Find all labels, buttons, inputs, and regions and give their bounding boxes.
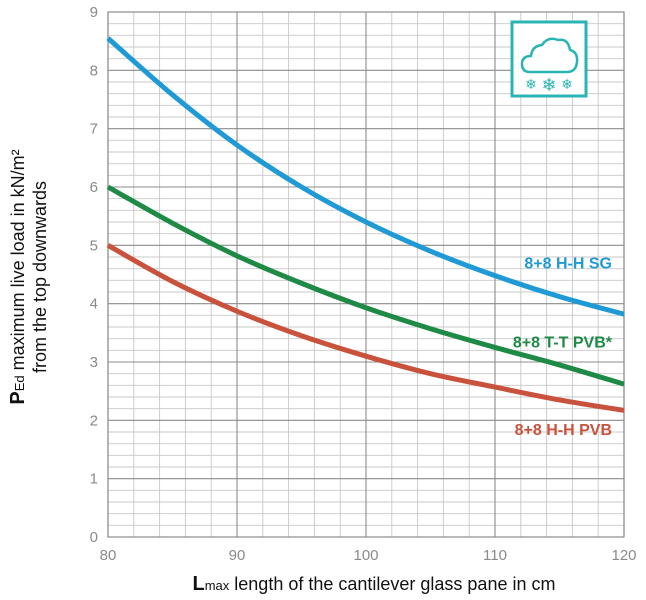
x-tick-label: 110	[483, 547, 507, 564]
y-tick-label: 1	[90, 471, 98, 488]
x-tick-label: 90	[229, 547, 246, 564]
series-label: 8+8 T-T PVB*	[513, 334, 613, 351]
series-label: 8+8 H-H SG	[524, 256, 612, 273]
y-tick-label: 4	[90, 296, 98, 313]
x-tick-label: 80	[100, 547, 117, 564]
x-tick-label: 100	[353, 547, 378, 564]
series-line	[106, 36, 625, 317]
series-line	[106, 184, 625, 387]
plot-frame	[107, 11, 625, 538]
snowflake-icon: ❄	[525, 77, 537, 93]
x-tick-label: 120	[611, 547, 636, 564]
cloud-icon	[520, 37, 579, 74]
y-tick-labels: 0 1 2 3 4 5 6 7 8 9	[90, 4, 98, 546]
y-tick-label: 2	[90, 412, 98, 429]
y-tick-label: 5	[90, 237, 98, 254]
y-tick-label: 7	[90, 121, 98, 138]
y-axis-title: PEd maximum live load in kN/m² from the …	[7, 149, 50, 404]
snowflake-icon: ❄	[541, 75, 556, 96]
series-lines	[106, 36, 625, 413]
y-tick-label: 0	[90, 529, 98, 546]
snowflake-icon: ❄	[561, 77, 573, 93]
x-tick-labels: 80 90 100 110 120	[100, 547, 637, 564]
snow-cloud-icon: ❄ ❄ ❄	[510, 20, 588, 98]
x-axis-title: Lmax length of the cantilever glass pane…	[193, 573, 556, 595]
svg-text:from the top downwards: from the top downwards	[30, 181, 50, 373]
svg-text:PEd maximum live load in kN/m²: PEd maximum live load in kN/m²	[7, 149, 29, 404]
y-tick-label: 8	[90, 62, 98, 79]
series-label: 8+8 H-H PVB	[515, 422, 612, 439]
series-labels: 8+8 H-H SG 8+8 T-T PVB* 8+8 H-H PVB	[513, 256, 613, 439]
y-tick-label: 3	[90, 354, 98, 371]
series-line	[106, 243, 625, 413]
y-tick-label: 6	[90, 179, 98, 196]
y-tick-label: 9	[90, 4, 98, 21]
